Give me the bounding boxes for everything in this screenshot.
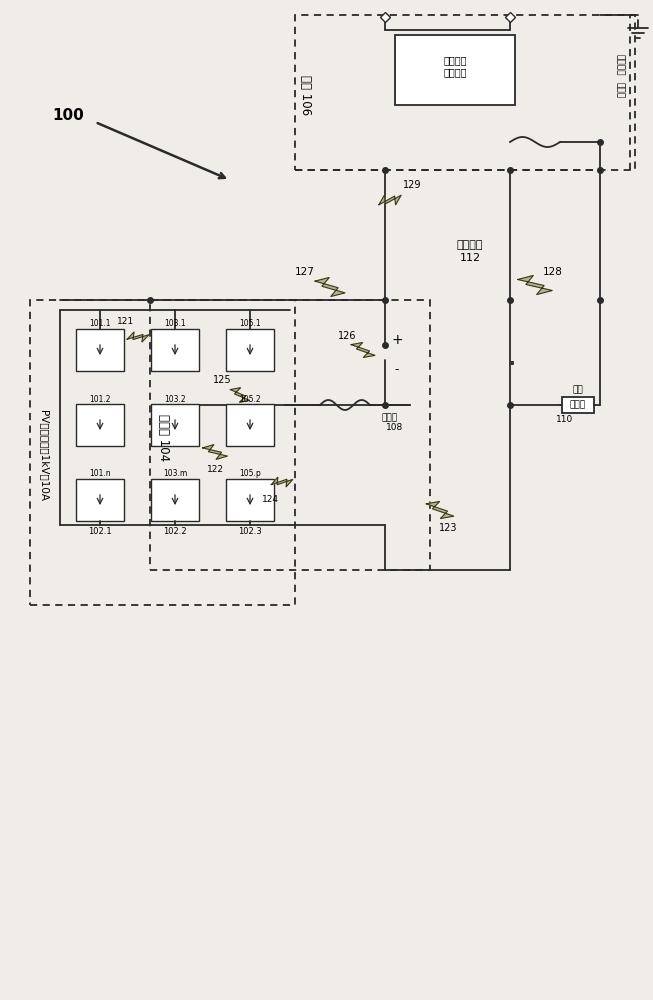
- Polygon shape: [315, 277, 345, 297]
- Text: 122: 122: [206, 466, 223, 475]
- Text: 125: 125: [213, 375, 231, 385]
- Text: 102.2: 102.2: [163, 528, 187, 536]
- Text: 126: 126: [338, 331, 357, 341]
- Polygon shape: [271, 477, 293, 487]
- Text: 负载 106: 负载 106: [300, 75, 313, 115]
- Text: 129: 129: [403, 180, 421, 190]
- Polygon shape: [231, 388, 249, 402]
- Text: 着充电路: 着充电路: [443, 67, 467, 77]
- Text: 124: 124: [261, 495, 278, 504]
- Bar: [76, 329, 124, 371]
- Text: PV串，例如，1kV，10A: PV串，例如，1kV，10A: [39, 410, 49, 500]
- Text: 127: 127: [295, 267, 315, 277]
- Text: 108: 108: [387, 424, 404, 432]
- Polygon shape: [127, 332, 149, 342]
- Text: 103.1: 103.1: [164, 320, 186, 328]
- Polygon shape: [379, 195, 401, 205]
- Text: 电涌: 电涌: [573, 385, 583, 394]
- Bar: [76, 479, 124, 521]
- Text: 101.n: 101.n: [89, 470, 111, 479]
- Bar: [151, 479, 199, 521]
- Text: 102.1: 102.1: [88, 528, 112, 536]
- Bar: [226, 329, 274, 371]
- Bar: [151, 404, 199, 446]
- Text: 保护器: 保护器: [570, 400, 586, 410]
- Text: 101.2: 101.2: [89, 394, 111, 403]
- Text: 汇线箱 104: 汇线箱 104: [157, 414, 170, 462]
- Text: 105.p: 105.p: [239, 470, 261, 479]
- Text: 128: 128: [543, 267, 563, 277]
- Text: 101.1: 101.1: [89, 320, 111, 328]
- Text: 110: 110: [556, 416, 573, 424]
- Text: 105.1: 105.1: [239, 320, 261, 328]
- Text: 102.3: 102.3: [238, 528, 262, 536]
- Text: 霉纹丝: 霉纹丝: [382, 414, 398, 422]
- Bar: [151, 329, 199, 371]
- Polygon shape: [351, 343, 375, 357]
- Text: ▪: ▪: [508, 358, 514, 366]
- Text: 121: 121: [118, 318, 135, 326]
- Bar: [395, 35, 515, 105]
- Polygon shape: [518, 275, 552, 295]
- Polygon shape: [202, 445, 227, 459]
- Text: 103.m: 103.m: [163, 470, 187, 479]
- Text: -: -: [395, 363, 399, 376]
- Bar: [226, 404, 274, 446]
- Polygon shape: [426, 501, 454, 519]
- Bar: [295, 15, 635, 170]
- Text: 逆变器试: 逆变器试: [443, 55, 467, 65]
- Text: 103.2: 103.2: [164, 394, 186, 403]
- Text: 100: 100: [52, 107, 84, 122]
- Text: 112: 112: [460, 253, 481, 263]
- Text: 105.2: 105.2: [239, 394, 261, 403]
- Bar: [226, 479, 274, 521]
- Text: 接地故障: 接地故障: [616, 54, 624, 76]
- Bar: [562, 397, 594, 413]
- Bar: [76, 404, 124, 446]
- Bar: [30, 300, 295, 605]
- Text: 直流断开: 直流断开: [456, 240, 483, 250]
- Text: 123: 123: [439, 523, 457, 533]
- Text: 保护器: 保护器: [616, 82, 624, 98]
- Text: +: +: [391, 333, 403, 347]
- Bar: [150, 300, 430, 570]
